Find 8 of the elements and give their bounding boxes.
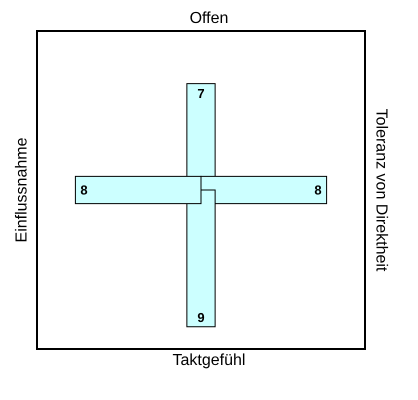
data-label: 8 [314, 182, 322, 198]
category-label: Offen [188, 9, 230, 29]
category-label: Einflussnahme [13, 138, 31, 242]
data-label: 7 [197, 86, 205, 101]
data-label: 9 [197, 310, 205, 325]
data-label: 8 [80, 182, 88, 198]
category-label: Taktgefühl [172, 351, 246, 371]
category-label: Toleranz von Direktheit [371, 108, 389, 272]
